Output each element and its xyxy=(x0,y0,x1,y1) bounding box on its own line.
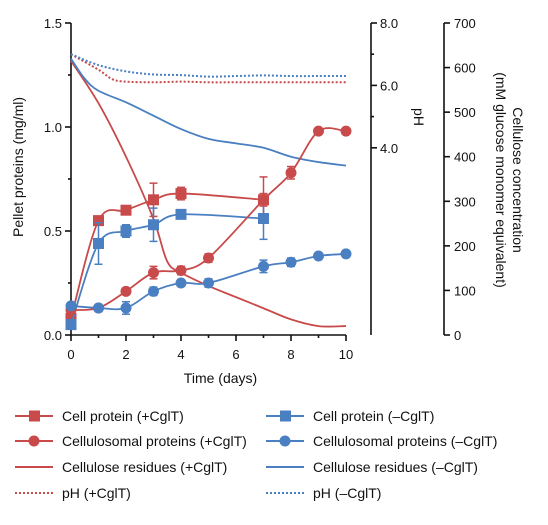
legend-item: Cellulosomal proteins (+CglT) xyxy=(15,433,247,449)
data-point xyxy=(120,225,132,237)
legend-label: pH (–CglT) xyxy=(313,485,381,501)
data-point xyxy=(93,215,104,227)
data-point xyxy=(148,285,159,297)
legend-item: Cellulose residues (–CglT) xyxy=(266,459,478,475)
legend-item: pH (+CglT) xyxy=(15,485,131,501)
data-point xyxy=(120,302,132,314)
data-point xyxy=(340,248,352,260)
y-left-tick-label: 0.5 xyxy=(44,224,62,239)
y-ph-tick-label: 4.0 xyxy=(380,141,398,156)
y-cellulose-tick-label: 300 xyxy=(454,194,476,209)
data-point xyxy=(148,194,159,206)
series-ph-cglt-line xyxy=(70,53,346,78)
data-point xyxy=(203,252,214,264)
legend-label: Cellulose residues (–CglT) xyxy=(313,459,478,475)
y-left-tick-label: 1.0 xyxy=(44,120,62,135)
axes: 0.0 0.5 1.0 1.5 Pellet proteins (mg/ml) 0 2 4 6 8… xyxy=(10,16,526,386)
legend-label: pH (+CglT) xyxy=(62,485,131,501)
data-point xyxy=(285,167,297,179)
data-point xyxy=(65,312,77,324)
data-point xyxy=(148,219,159,231)
data-point xyxy=(175,265,187,277)
data-point xyxy=(120,285,132,297)
data-point xyxy=(65,300,77,312)
data-point xyxy=(175,208,187,220)
legend-label: Cellulosomal proteins (–CglT) xyxy=(313,433,497,449)
data-point xyxy=(120,204,132,216)
data-point xyxy=(285,256,297,268)
series-cellulosomal-proteins-cglt-line xyxy=(70,127,347,311)
series-cellulose-residues-cglt-line xyxy=(70,60,347,328)
data-point xyxy=(93,302,104,314)
series-cellulose-residues-cglt xyxy=(70,60,347,328)
x-title: Time (days) xyxy=(184,370,257,386)
y-cellulose-tick-label: 700 xyxy=(454,16,476,31)
y-left-tick-label: 0.0 xyxy=(44,328,62,343)
data-point xyxy=(93,237,104,249)
data-point xyxy=(258,260,269,272)
x-tick-label: 6 xyxy=(232,347,239,362)
legend-item: Cell protein (–CglT) xyxy=(266,408,434,424)
data-point xyxy=(340,125,352,137)
x-tick-label: 0 xyxy=(67,347,74,362)
legend-item: Cellulosomal proteins (–CglT) xyxy=(266,433,497,449)
series-layer xyxy=(65,53,352,331)
legend-swatch-marker xyxy=(28,435,40,447)
data-point xyxy=(175,277,187,289)
legend-label: Cellulose residues (+CglT) xyxy=(62,459,227,475)
series-ph-cglt-line xyxy=(70,53,346,84)
series-ph-cglt xyxy=(70,53,346,78)
data-point xyxy=(258,194,269,206)
y-cellulose-tick-label: 200 xyxy=(454,239,476,254)
legend-item: pH (–CglT) xyxy=(266,485,381,501)
legend-label: Cell protein (–CglT) xyxy=(313,408,434,424)
series-cell-protein-cglt xyxy=(65,196,269,331)
x-tick-label: 2 xyxy=(122,347,129,362)
y-cellulose-title-sub: (mM glucose monomer equivalent) xyxy=(493,72,509,288)
y-cellulose-tick-label: 500 xyxy=(454,105,476,120)
data-point xyxy=(148,267,159,279)
y-cellulose-tick-label: 600 xyxy=(454,61,476,76)
y-ph-title: pH xyxy=(411,108,427,126)
legend-label: Cellulosomal proteins (+CglT) xyxy=(62,433,247,449)
x-tick-label: 4 xyxy=(177,347,184,362)
data-point xyxy=(65,319,77,331)
x-tick-label: 8 xyxy=(287,347,294,362)
series-cellulose-residues-cglt-line xyxy=(70,58,347,167)
y-cellulose-tick-label: 0 xyxy=(454,328,461,343)
x-tick-label: 10 xyxy=(339,347,353,362)
series-cellulosomal-proteins-cglt-line xyxy=(70,252,347,311)
series-cell-protein-cglt-line xyxy=(70,213,264,325)
y-ph-tick-label: 8.0 xyxy=(380,16,398,31)
legend-swatch-marker xyxy=(29,410,40,422)
data-point xyxy=(175,188,187,200)
data-point xyxy=(203,277,214,289)
y-cellulose-tick-label: 400 xyxy=(454,150,476,165)
legend: Cell protein (+CglT) Cell protein (–CglT)… xyxy=(15,408,497,501)
y-left-tick-label: 1.5 xyxy=(44,16,62,31)
series-ph-cglt xyxy=(70,53,346,84)
legend-item: Cell protein (+CglT) xyxy=(15,408,184,424)
y-cellulose-tick-label: 100 xyxy=(454,283,476,298)
legend-item: Cellulose residues (+CglT) xyxy=(15,459,227,475)
legend-label: Cell protein (+CglT) xyxy=(62,408,184,424)
y-ph-tick-label: 6.0 xyxy=(380,78,398,93)
y-cellulose-title: Cellulose concentration xyxy=(510,107,526,253)
y-left-title: Pellet proteins (mg/ml) xyxy=(10,97,26,237)
series-cellulose-residues-cglt xyxy=(70,58,347,167)
legend-swatch-marker xyxy=(280,410,291,422)
data-point xyxy=(313,125,324,137)
legend-swatch-marker xyxy=(279,435,291,447)
series-cellulosomal-proteins-cglt xyxy=(65,248,352,315)
data-point xyxy=(313,250,324,262)
series-cell-protein-cglt-line xyxy=(70,192,264,319)
data-point xyxy=(258,213,269,225)
